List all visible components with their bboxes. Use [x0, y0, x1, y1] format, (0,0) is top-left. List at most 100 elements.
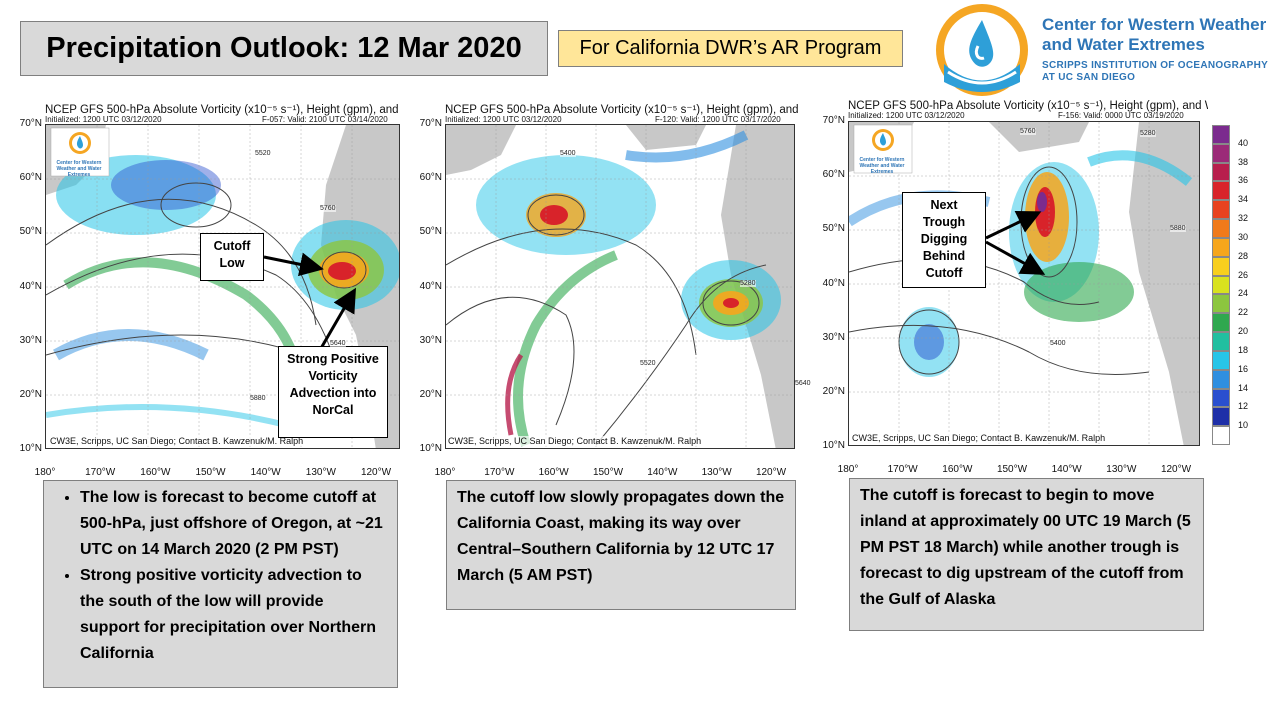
colorbar-label: 24	[1238, 288, 1249, 299]
lat-label: 60°N	[19, 172, 42, 184]
panel3-credit: CW3E, Scripps, UC San Diego; Contact B. …	[852, 433, 1106, 443]
colorbar-segment	[1212, 407, 1230, 427]
map-inset-logo-text: Center for Western Weather and Water Ext…	[56, 160, 102, 178]
program-badge: For California DWR’s AR Program	[558, 30, 903, 67]
contour-label: 5280	[740, 280, 756, 287]
lon-label: 160°W	[942, 464, 973, 475]
contour-label: 5640	[330, 340, 346, 347]
contour-label: 5400	[560, 150, 576, 157]
lat-label: 10°N	[822, 440, 845, 451]
cw3e-logo-icon	[936, 4, 1028, 96]
lat-label: 40°N	[419, 280, 442, 292]
summary-box-3: The cutoff is forecast to begin to move …	[849, 478, 1204, 631]
lat-label: 40°N	[822, 277, 845, 289]
panel3-valid: F-156: Valid: 0000 UTC 03/19/2020	[1058, 111, 1184, 120]
colorbar-label: 10	[1238, 420, 1249, 431]
lat-label: 60°N	[419, 172, 442, 184]
colorbar-segment	[1212, 388, 1230, 408]
contour-label: 5520	[640, 360, 656, 367]
map-inset-logo-text: Center for Western Weather and Water Ext…	[859, 157, 905, 175]
next-trough-arrow-upper	[985, 210, 1042, 240]
page-title: Precipitation Outlook: 12 Mar 2020	[20, 21, 548, 76]
lon-label: 120°W	[360, 467, 392, 478]
lon-label: 120°W	[755, 467, 787, 478]
lon-label: 180°	[434, 467, 456, 478]
lat-label: 70°N	[419, 118, 442, 129]
lat-label: 50°N	[419, 226, 442, 238]
callout-strong-pva: Strong Positive Vorticity Advection into…	[278, 346, 388, 438]
panel2-credit: CW3E, Scripps, UC San Diego; Contact B. …	[448, 436, 702, 446]
lon-label: 130°W	[701, 467, 732, 478]
colorbar-label: 28	[1238, 250, 1249, 261]
colorbar-segment	[1212, 426, 1230, 445]
panel1-credit: CW3E, Scripps, UC San Diego; Contact B. …	[50, 436, 304, 446]
colorbar-label: 14	[1238, 382, 1249, 393]
colorbar-label: 26	[1238, 269, 1249, 280]
next-trough-arrow-lower	[985, 240, 1046, 275]
colorbar-label: 32	[1238, 213, 1249, 224]
lat-label: 20°N	[822, 385, 845, 397]
colorbar-segment	[1212, 350, 1230, 370]
colorbar-segment	[1212, 143, 1230, 163]
lon-label: 140°W	[1051, 464, 1082, 475]
summary-box-1: The low is forecast to become cutoff at …	[43, 480, 398, 688]
colorbar-segment	[1212, 332, 1230, 351]
lat-label: 30°N	[822, 331, 845, 343]
summary-box-2: The cutoff low slowly propagates down th…	[446, 480, 796, 610]
colorbar-label: 18	[1238, 344, 1249, 355]
contour-label: 5640	[795, 380, 811, 387]
vorticity-colorbar: 40 38 36 34 32 30 28 26 24 22 20 18 16 14 12 10	[1212, 125, 1272, 445]
panel1-map-graphic	[46, 125, 399, 448]
colorbar-segment	[1212, 369, 1230, 389]
contour-label: 5880	[1170, 225, 1186, 232]
colorbar-label: 36	[1238, 175, 1249, 186]
lon-label: 170°W	[85, 467, 116, 478]
logo-sub1: SCRIPPS INSTITUTION OF OCEANOGRAPHY	[1042, 60, 1269, 71]
colorbar-label: 34	[1238, 194, 1249, 205]
colorbar-segment	[1212, 294, 1230, 314]
lat-label: 70°N	[19, 118, 42, 129]
lat-label: 50°N	[19, 226, 42, 238]
panel1-init: Initialized: 1200 UTC 03/12/2020	[45, 115, 162, 124]
lat-label: 40°N	[19, 280, 42, 292]
callout-next-trough: Next Trough Digging Behind Cutoff	[902, 192, 986, 288]
colorbar-segment	[1212, 237, 1230, 257]
colorbar-segment	[1212, 275, 1230, 295]
cw3e-logo: Center for Western Weather and Water Ext…	[930, 0, 1275, 100]
lat-label: 10°N	[419, 443, 442, 454]
contour-label: 5760	[1020, 128, 1036, 135]
panel2-init: Initialized: 1200 UTC 03/12/2020	[445, 115, 562, 124]
colorbar-segment	[1212, 256, 1230, 276]
lat-label: 60°N	[822, 169, 845, 181]
lon-label: 180°	[837, 464, 859, 475]
summary-box-1-list: The low is forecast to become cutoff at …	[54, 485, 387, 667]
callout-cutoff-low: Cutoff Low	[200, 233, 264, 281]
panel1-valid: F-057: Valid: 2100 UTC 03/14/2020	[262, 115, 388, 124]
colorbar-label: 12	[1238, 401, 1249, 412]
lon-label: 140°W	[250, 467, 281, 478]
logo-line2: and Water Extremes	[1042, 35, 1205, 54]
panel1-title: NCEP GFS 500-hPa Absolute Vorticity (x10…	[45, 104, 399, 116]
lon-label: 160°W	[538, 467, 569, 478]
lat-label: 30°N	[19, 334, 42, 346]
lon-label: 150°W	[195, 467, 226, 478]
contour-label: 5520	[255, 150, 271, 157]
lon-label: 130°W	[1106, 464, 1137, 475]
contour-label: 5760	[320, 205, 336, 212]
colorbar-label: 20	[1238, 326, 1249, 337]
colorbar-label: 22	[1238, 307, 1249, 318]
panel2-valid: F-120: Valid: 1200 UTC 03/17/2020	[655, 115, 781, 124]
lat-label: 20°N	[19, 388, 42, 400]
colorbar-segment	[1212, 200, 1230, 220]
contour-label: 5880	[250, 395, 266, 402]
lat-label: 20°N	[419, 388, 442, 400]
panel2-title: NCEP GFS 500-hPa Absolute Vorticity (x10…	[445, 104, 799, 116]
colorbar-segment	[1212, 125, 1230, 144]
cutoff-low-arrow	[263, 252, 324, 277]
colorbar-label: 40	[1238, 137, 1249, 148]
summary-bullet: The low is forecast to become cutoff at …	[80, 485, 387, 563]
panel2-map	[445, 124, 795, 449]
lat-label: 70°N	[822, 115, 845, 126]
logo-sub2: AT UC SAN DIEGO	[1042, 72, 1136, 83]
